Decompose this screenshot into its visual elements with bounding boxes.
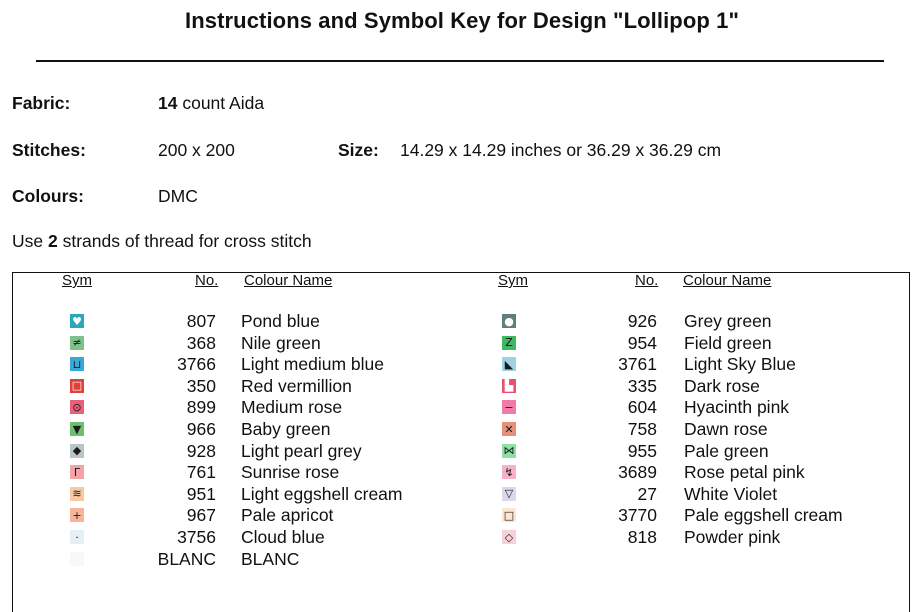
title-divider — [36, 60, 884, 62]
size-value: 14.29 x 14.29 inches or 36.29 x 36.29 cm — [400, 140, 722, 160]
dmc-number: 3770 — [618, 505, 657, 526]
colour-name: Pale green — [684, 440, 769, 461]
cross-symbol-icon: ✕ — [502, 422, 516, 436]
plus-symbol-icon: + — [70, 508, 84, 523]
page-title: Instructions and Symbol Key for Design "… — [184, 8, 739, 33]
dmc-number: 335 — [627, 375, 657, 396]
cup-symbol-icon: ⊔ — [70, 357, 84, 372]
colour-name: Sunrise rose — [241, 462, 340, 483]
stitches-label: Stitches: — [12, 140, 86, 160]
fabric-count: 14 — [158, 93, 178, 113]
dot-symbol-icon: · — [70, 530, 84, 544]
colour-name: Red vermillion — [241, 375, 352, 396]
colour-name: BLANC — [241, 548, 300, 569]
colour-name: Light medium blue — [241, 354, 384, 375]
fabric-type: count Aida — [182, 93, 265, 113]
dmc-number: 604 — [627, 397, 657, 418]
strands-count: 2 — [47, 231, 58, 251]
diamond-symbol-icon: ◆ — [70, 443, 84, 458]
size-label: Size: — [338, 140, 379, 160]
colour-name: Pale eggshell cream — [684, 505, 843, 526]
dmc-number: BLANC — [157, 548, 216, 569]
dmc-number: 951 — [186, 483, 216, 504]
colour-name: Medium rose — [241, 397, 343, 418]
dmc-number: 928 — [186, 440, 216, 461]
right-sym-header: Sym — [498, 272, 528, 289]
colour-name: Pale apricot — [241, 505, 334, 526]
colour-name: White Violet — [684, 483, 778, 504]
dmc-number: 761 — [186, 462, 216, 483]
strands-prefix: Use — [12, 231, 48, 251]
strands-suffix: strands of thread for cross stitch — [57, 231, 312, 251]
colour-name: Grey green — [684, 311, 772, 331]
left-sym-header: Sym — [62, 272, 92, 289]
colour-name: Dark rose — [684, 375, 760, 396]
colour-name: Cloud blue — [241, 527, 325, 547]
l-block-symbol-icon: ▙ — [502, 378, 516, 393]
fabric-label: Fabric: — [12, 93, 71, 113]
right-name-header: Colour Name — [683, 272, 772, 289]
dmc-number: 758 — [627, 419, 657, 439]
dmc-number: 807 — [186, 311, 216, 331]
colour-name: Nile green — [241, 332, 321, 353]
left-name-header: Colour Name — [244, 272, 333, 289]
blank-symbol-icon — [70, 551, 84, 566]
z-symbol-icon: Z — [502, 335, 516, 350]
bowtie-symbol-icon: ⋈ — [502, 443, 516, 458]
triangle-down-symbol-icon: ▼ — [70, 422, 84, 436]
dmc-number: 3756 — [177, 527, 216, 547]
dmc-number: 899 — [186, 397, 216, 418]
dmc-number: 954 — [627, 332, 657, 353]
outline-square-symbol-icon: □ — [502, 508, 516, 523]
colour-name: Light eggshell cream — [241, 483, 403, 504]
dmc-number: 967 — [186, 505, 216, 526]
dmc-number: 368 — [186, 332, 216, 353]
diamond-outline-symbol-icon: ◇ — [502, 530, 516, 544]
triangle-outline-symbol-icon: ▽ — [502, 486, 516, 501]
colour-name: Light Sky Blue — [684, 354, 796, 375]
minus-symbol-icon: − — [502, 400, 516, 415]
symbol-key-table — [12, 272, 910, 612]
filled-circle-symbol-icon: ● — [502, 314, 516, 328]
colours-value: DMC — [158, 186, 198, 206]
dmc-number: 966 — [186, 419, 216, 439]
colour-name: Rose petal pink — [684, 462, 805, 483]
not-equal-symbol-icon: ≠ — [70, 335, 84, 350]
left-no-header: No. — [195, 272, 219, 289]
corner-symbol-icon: Γ — [70, 465, 84, 480]
colour-name: Pond blue — [241, 311, 320, 331]
dmc-number: 3689 — [618, 462, 657, 483]
heart-symbol-icon: ♥ — [70, 314, 84, 328]
dmc-number: 3761 — [618, 354, 657, 375]
dmc-number: 350 — [186, 375, 216, 396]
waves-symbol-icon: ≋ — [70, 486, 84, 501]
dmc-number: 955 — [627, 440, 657, 461]
stitches-value: 200 x 200 — [158, 140, 235, 160]
colour-name: Hyacinth pink — [684, 397, 790, 418]
triangle-corner-symbol-icon: ◣ — [502, 357, 516, 372]
colour-name: Field green — [684, 332, 772, 353]
colours-label: Colours: — [12, 186, 84, 206]
hook-symbol-icon: ↯ — [502, 465, 516, 480]
circle-dot-symbol-icon: ⊙ — [70, 400, 84, 415]
dmc-number: 27 — [637, 483, 657, 504]
dmc-number: 818 — [627, 527, 657, 547]
dmc-number: 3766 — [177, 354, 216, 375]
colour-name: Powder pink — [684, 527, 781, 547]
colour-name: Dawn rose — [684, 419, 768, 439]
right-no-header: No. — [635, 272, 659, 289]
colour-name: Baby green — [241, 419, 331, 439]
colour-name: Light pearl grey — [241, 440, 362, 461]
dmc-number: 926 — [627, 311, 657, 331]
strands-instruction: Use 2 strands of thread for cross stitch — [12, 231, 312, 252]
square-symbol-icon: □ — [70, 378, 84, 393]
fabric-value: 14 count Aida — [158, 93, 264, 114]
